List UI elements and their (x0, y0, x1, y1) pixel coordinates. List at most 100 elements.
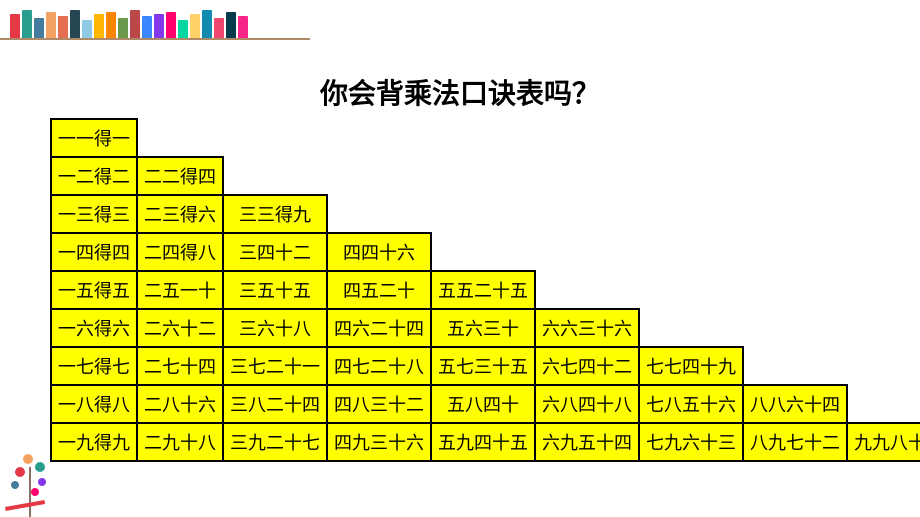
mult-cell: 四九三十六 (327, 423, 431, 461)
mult-cell: 五七三十五 (431, 347, 535, 385)
mult-cell: 二三得六 (137, 195, 223, 233)
empty-cell (743, 309, 847, 347)
tree-decor (0, 447, 60, 517)
mult-cell: 六七四十二 (535, 347, 639, 385)
book-spine (166, 12, 176, 40)
table-row: 一四得四二四得八三四十二四四十六 (51, 233, 920, 271)
table-row: 一五得五二五一十三五十五四五二十五五二十五 (51, 271, 920, 309)
mult-cell: 四七二十八 (327, 347, 431, 385)
multiplication-table: 一一得一一二得二二二得四一三得三二三得六三三得九一四得四二四得八三四十二四四十六… (50, 118, 920, 462)
empty-cell (137, 119, 223, 157)
mult-cell: 一四得四 (51, 233, 137, 271)
mult-cell: 三九二十七 (223, 423, 327, 461)
book-spine (94, 14, 104, 40)
mult-cell: 五九四十五 (431, 423, 535, 461)
empty-cell (847, 309, 920, 347)
empty-cell (743, 119, 847, 157)
empty-cell (847, 119, 920, 157)
mult-cell: 二六十二 (137, 309, 223, 347)
book-spine (130, 10, 140, 40)
empty-cell (743, 233, 847, 271)
empty-cell (327, 195, 431, 233)
mult-cell: 二五一十 (137, 271, 223, 309)
mult-cell: 一六得六 (51, 309, 137, 347)
empty-cell (535, 233, 639, 271)
mult-cell: 二四得八 (137, 233, 223, 271)
mult-cell: 二二得四 (137, 157, 223, 195)
empty-cell (847, 195, 920, 233)
table-row: 一二得二二二得四 (51, 157, 920, 195)
table-row: 一六得六二六十二三六十八四六二十四五六三十六六三十六 (51, 309, 920, 347)
empty-cell (847, 271, 920, 309)
empty-cell (847, 157, 920, 195)
book-spine (154, 14, 164, 40)
empty-cell (639, 157, 743, 195)
book-spine (22, 10, 32, 40)
empty-cell (847, 347, 920, 385)
empty-cell (431, 233, 535, 271)
mult-cell: 三七二十一 (223, 347, 327, 385)
mult-cell: 七八五十六 (639, 385, 743, 423)
book-spine (190, 14, 200, 40)
mult-cell: 六九五十四 (535, 423, 639, 461)
shelf-line (0, 38, 310, 40)
mult-cell: 二九十八 (137, 423, 223, 461)
mult-cell: 三八二十四 (223, 385, 327, 423)
table-row: 一七得七二七十四三七二十一四七二十八五七三十五六七四十二七七四十九 (51, 347, 920, 385)
empty-cell (223, 157, 327, 195)
book-spine (34, 18, 44, 40)
book-spine (238, 16, 248, 40)
mult-cell: 一九得九 (51, 423, 137, 461)
mult-cell: 七七四十九 (639, 347, 743, 385)
mult-cell: 四四十六 (327, 233, 431, 271)
book-spine (226, 12, 236, 40)
empty-cell (431, 119, 535, 157)
mult-cell: 四五二十 (327, 271, 431, 309)
mult-cell: 一二得二 (51, 157, 137, 195)
mult-cell: 一一得一 (51, 119, 137, 157)
empty-cell (743, 271, 847, 309)
mult-cell: 三六十八 (223, 309, 327, 347)
book-spine (82, 20, 92, 40)
empty-cell (743, 157, 847, 195)
book-spine (70, 10, 80, 40)
mult-cell: 三四十二 (223, 233, 327, 271)
table-row: 一九得九二九十八三九二十七四九三十六五九四十五六九五十四七九六十三八九七十二九九… (51, 423, 920, 461)
mult-cell: 二七十四 (137, 347, 223, 385)
empty-cell (535, 195, 639, 233)
mult-cell: 四六二十四 (327, 309, 431, 347)
book-spine (106, 12, 116, 40)
book-spine (58, 16, 68, 40)
mult-cell: 三五十五 (223, 271, 327, 309)
mult-cell: 二八十六 (137, 385, 223, 423)
mult-cell: 一三得三 (51, 195, 137, 233)
mult-cell: 三三得九 (223, 195, 327, 233)
empty-cell (639, 309, 743, 347)
table-row: 一一得一 (51, 119, 920, 157)
mult-cell: 五六三十 (431, 309, 535, 347)
empty-cell (847, 385, 920, 423)
multiplication-table-wrap: 一一得一一二得二二二得四一三得三二三得六三三得九一四得四二四得八三四十二四四十六… (50, 118, 920, 462)
empty-cell (639, 271, 743, 309)
book-spine (202, 10, 212, 40)
empty-cell (639, 195, 743, 233)
empty-cell (223, 119, 327, 157)
book-spine (10, 14, 20, 40)
book-spine (142, 16, 152, 40)
book-spine (46, 12, 56, 40)
book-spine (214, 18, 224, 40)
mult-cell: 一七得七 (51, 347, 137, 385)
mult-cell: 六八四十八 (535, 385, 639, 423)
empty-cell (535, 119, 639, 157)
empty-cell (743, 195, 847, 233)
empty-cell (639, 233, 743, 271)
empty-cell (743, 347, 847, 385)
page-title: 你会背乘法口诀表吗？ (0, 72, 920, 112)
table-row: 一三得三二三得六三三得九 (51, 195, 920, 233)
mult-cell: 五八四十 (431, 385, 535, 423)
book-spine (178, 20, 188, 40)
empty-cell (327, 119, 431, 157)
book-spine (118, 18, 128, 40)
empty-cell (431, 157, 535, 195)
mult-cell: 八八六十四 (743, 385, 847, 423)
